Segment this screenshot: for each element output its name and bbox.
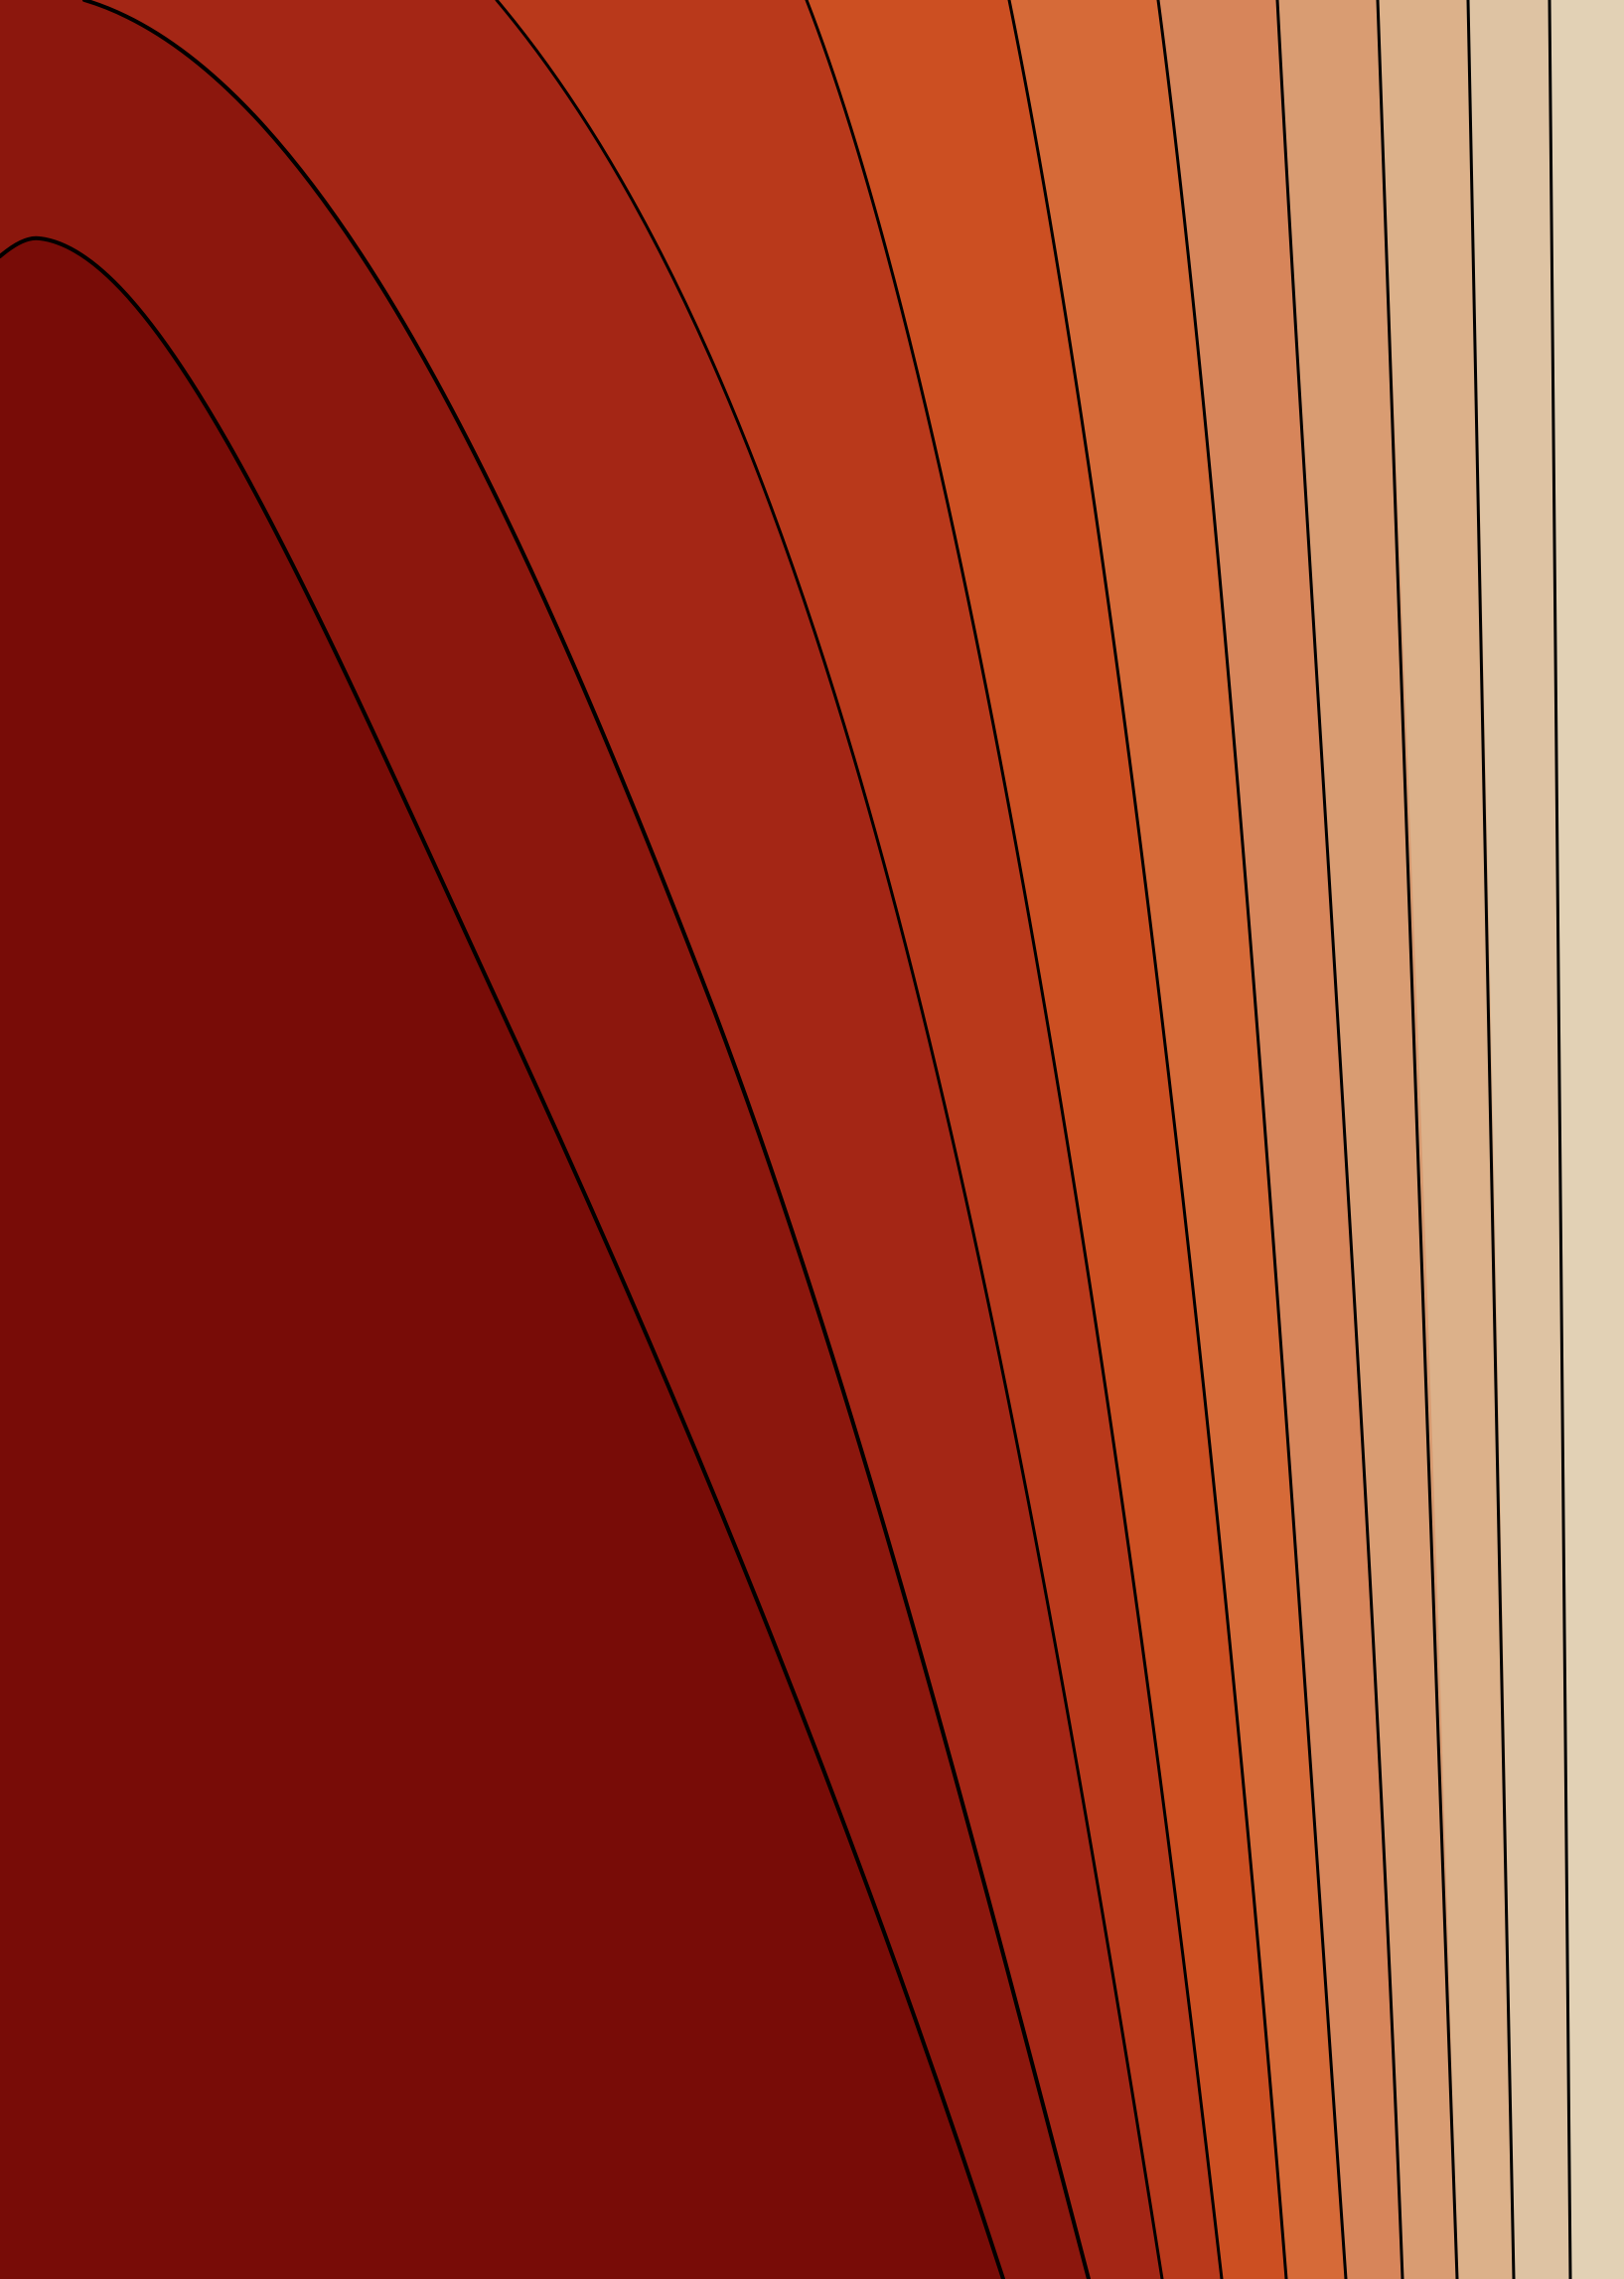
contour-line-2 bbox=[82, 0, 1091, 2279]
contour-line-5 bbox=[1007, 0, 1288, 2279]
contour-line-6 bbox=[1156, 0, 1348, 2279]
contour-line-7 bbox=[1275, 0, 1404, 2279]
contour-line-3 bbox=[495, 0, 1164, 2279]
contour-line-1 bbox=[0, 235, 1005, 2279]
contour-band-1 bbox=[0, 237, 1003, 2279]
contour-line-4 bbox=[805, 0, 1224, 2279]
